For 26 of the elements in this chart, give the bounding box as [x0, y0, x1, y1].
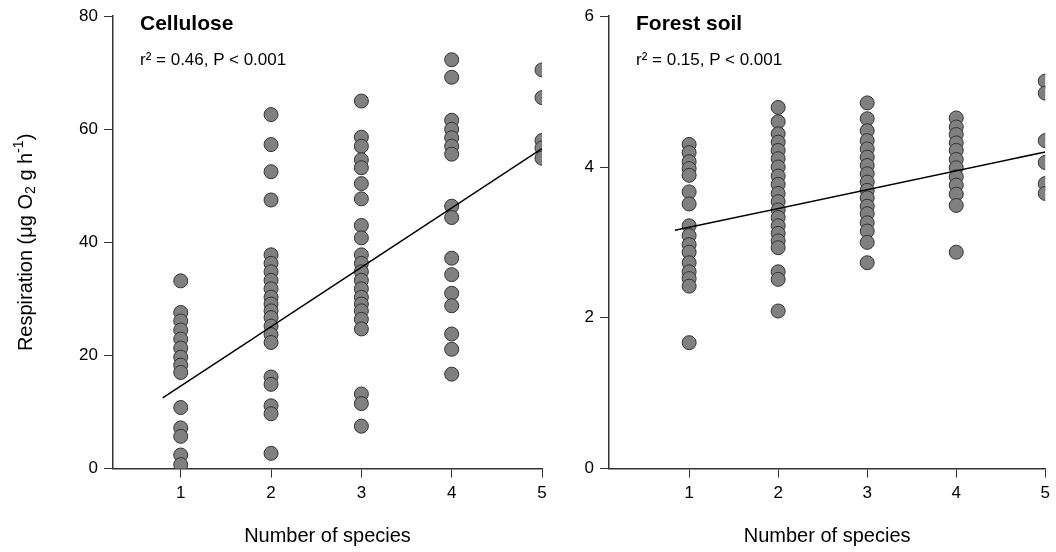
y-axis-title: Respiration (μg O2 g h-1)	[9, 133, 38, 352]
x-tick-label: 5	[1040, 483, 1051, 503]
y-tick-label: 2	[584, 307, 594, 327]
y-tick-label: 20	[79, 345, 98, 365]
x-tick-label: 5	[537, 483, 547, 503]
y-tick-label: 0	[88, 458, 98, 478]
chart-title: Cellulose	[140, 11, 234, 34]
x-tick-label: 4	[446, 483, 457, 503]
y-tick-label: 60	[79, 118, 98, 138]
y-tick-label: 80	[79, 5, 98, 25]
x-tick-label: 2	[773, 483, 783, 503]
y-tick-label: 40	[79, 232, 98, 252]
chart-title: Forest soil	[636, 11, 743, 34]
x-tick-label: 1	[176, 483, 186, 503]
x-tick-label: 1	[684, 483, 694, 503]
y-tick-label: 0	[584, 458, 594, 478]
y-tick-label: 6	[584, 5, 594, 25]
x-tick-label: 2	[266, 483, 276, 503]
x-axis-title: Number of species	[743, 523, 911, 546]
x-tick-label: 3	[356, 483, 367, 503]
x-axis-title: Number of species	[244, 523, 411, 546]
annotation: r² = 0.46, P < 0.001	[140, 49, 287, 69]
annotation: r² = 0.15, P < 0.001	[636, 49, 783, 69]
x-tick-label: 3	[862, 483, 872, 503]
x-tick-label: 4	[951, 483, 961, 503]
y-tick-label: 4	[584, 156, 594, 176]
